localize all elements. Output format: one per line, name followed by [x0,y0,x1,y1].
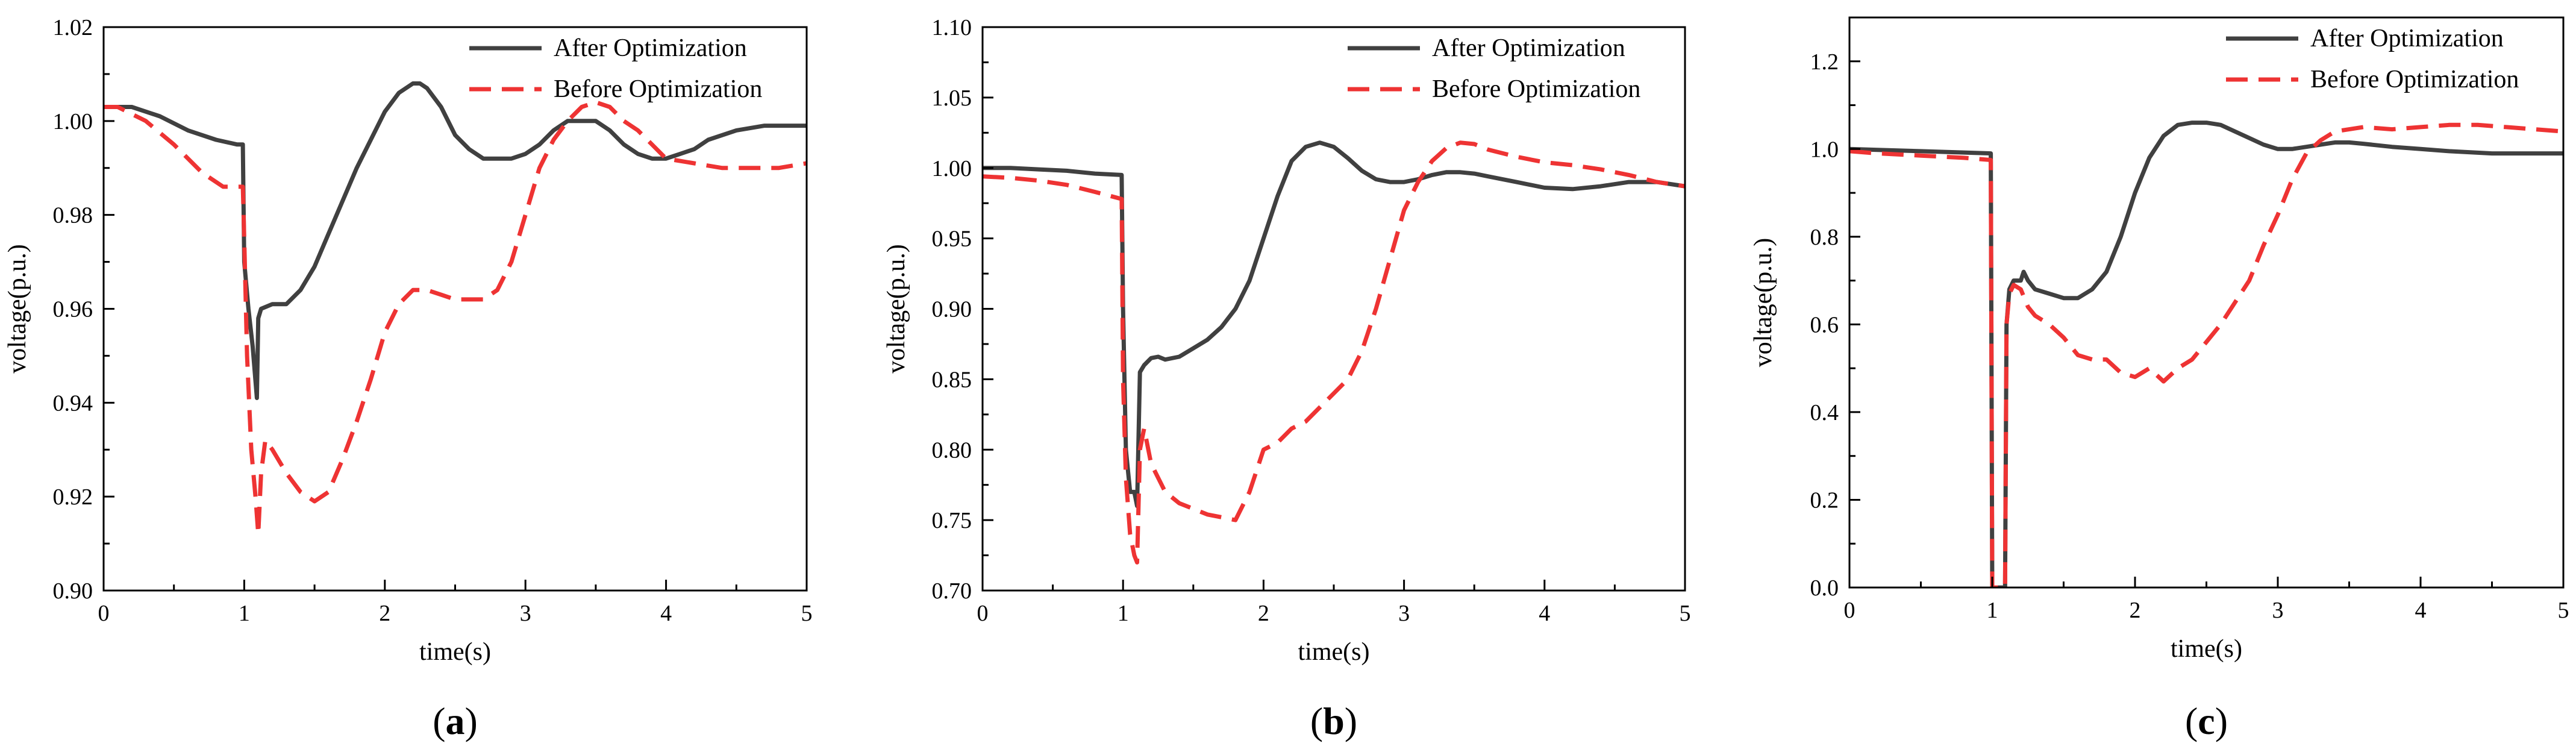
x-tick-label: 2 [379,601,390,626]
y-tick-label: 0.90 [932,297,972,322]
y-tick-label: 0.95 [932,227,972,252]
y-tick-label: 0.8 [1810,225,1839,250]
legend-label: After Optimization [2310,25,2504,52]
plot-frame [1848,16,2565,589]
x-tick-label: 0 [98,601,110,626]
plot-frame [102,26,808,592]
y-tick-label: 0.2 [1810,487,1839,513]
x-tick-label: 2 [2130,598,2141,623]
x-tick-label: 5 [801,601,813,626]
y-tick-label: 0.85 [932,367,972,392]
x-tick-label: 3 [1398,601,1410,626]
x-axis-title: time(s) [2171,635,2242,663]
y-tick-label: 1.2 [1810,49,1839,75]
y-axis-title: voltage(p.u.) [883,244,910,374]
y-tick-label: 1.00 [53,109,93,134]
y-tick-label: 1.00 [932,156,972,181]
panel-label: (b) [1310,700,1357,742]
y-tick-label: 0.94 [53,390,93,416]
chart-panel-a: 0 1 2 3 4 5 0.90 0.92 0.94 0.96 0.98 1.00 1.02 time(s… [4,15,813,742]
x-axis-title: time(s) [419,638,491,666]
series-line-after-optimization [983,140,1685,509]
y-axis-title: voltage(p.u.) [1749,238,1777,368]
y-tick-label: 0.98 [53,203,93,228]
y-tick-label: 0.6 [1810,312,1839,337]
y-tick-label: 0.70 [932,578,972,604]
x-tick-label: 1 [1987,598,1998,623]
panel-label: (c) [2185,700,2228,742]
y-tick-label: 0.0 [1810,575,1839,601]
y-tick-label: 0.96 [53,297,93,322]
chart-panel-c: 0 1 2 3 4 5 0.0 0.2 0.4 0.6 0.8 1.0 1.2 time(s) voltag… [1749,16,2569,742]
x-tick-label: 4 [2415,598,2427,623]
y-tick-label: 0.92 [53,484,93,510]
y-tick-label: 1.02 [53,15,93,40]
legend-label: After Optimization [1432,34,1625,62]
x-tick-label: 4 [660,601,672,626]
y-tick-label: 1.10 [932,15,972,40]
x-tick-label: 1 [1118,601,1129,626]
y-tick-label: 0.90 [53,578,93,604]
plot-frame [981,26,1686,592]
x-tick-label: 3 [520,601,531,626]
x-axis-title: time(s) [1298,638,1370,666]
series-line-after-optimization [104,81,807,400]
y-axis-title: voltage(p.u.) [4,244,31,374]
series-line-before-optimization [104,100,807,536]
legend-label: Before Optimization [554,75,762,103]
series-line-before-optimization [983,140,1685,565]
panel-label: (a) [433,700,478,742]
series-line-before-optimization [1849,122,2563,588]
x-tick-label: 5 [2558,598,2569,623]
chart-panel-b: 0 1 2 3 4 5 0.70 0.75 0.80 0.85 0.90 0.95 1.00 1.05 1.… [883,15,1691,742]
legend-label: Before Optimization [2310,66,2519,93]
legend-label: After Optimization [554,34,747,62]
x-tick-label: 2 [1258,601,1269,626]
y-tick-label: 1.0 [1810,137,1839,162]
x-tick-label: 0 [1844,598,1855,623]
x-tick-label: 5 [1680,601,1691,626]
x-tick-label: 0 [977,601,989,626]
x-tick-label: 1 [239,601,250,626]
y-tick-label: 0.75 [932,508,972,533]
series-line-after-optimization [1849,121,2563,588]
y-tick-label: 0.4 [1810,400,1839,425]
x-tick-label: 4 [1539,601,1550,626]
legend-label: Before Optimization [1432,75,1640,103]
y-tick-label: 1.05 [932,86,972,111]
x-tick-label: 3 [2272,598,2284,623]
y-tick-label: 0.80 [932,437,972,463]
